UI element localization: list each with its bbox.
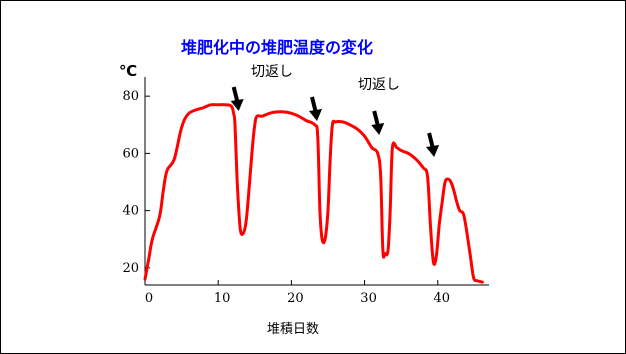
x-tick-label: 0: [145, 291, 153, 306]
y-axis-unit-label: ℃: [119, 62, 137, 80]
turning-arrow-icon: [309, 96, 322, 121]
arrow-head: [309, 109, 322, 121]
x-tick-label: 20: [287, 291, 304, 306]
y-tick-label: 40: [122, 204, 139, 219]
turning-arrow-icon: [426, 132, 440, 157]
x-tick-label: 10: [214, 291, 231, 306]
turning-arrow-icon: [371, 110, 385, 135]
y-tick-label: 80: [122, 89, 139, 104]
arrow-head: [371, 123, 385, 135]
x-tick-label: 40: [433, 291, 450, 306]
series-group: [143, 103, 484, 284]
y-tick-label: 60: [122, 146, 139, 161]
arrow-head: [426, 145, 440, 157]
chart-title: 堆肥化中の堆肥温度の変化: [181, 38, 373, 57]
y-tick-label: 20: [122, 261, 139, 276]
annotation-turning-1: 切返し: [251, 64, 293, 80]
turning-arrow-icon: [230, 86, 244, 111]
axes-group: 20 40 60 80 0 10 20 30 40: [122, 77, 489, 306]
x-tick-label: 30: [360, 291, 377, 306]
arrows-group: [230, 86, 440, 157]
temperature-line: [143, 103, 484, 284]
annotation-turning-2: 切返し: [358, 77, 400, 93]
x-axis-label: 堆積日数: [267, 322, 319, 337]
arrow-head: [230, 99, 244, 111]
